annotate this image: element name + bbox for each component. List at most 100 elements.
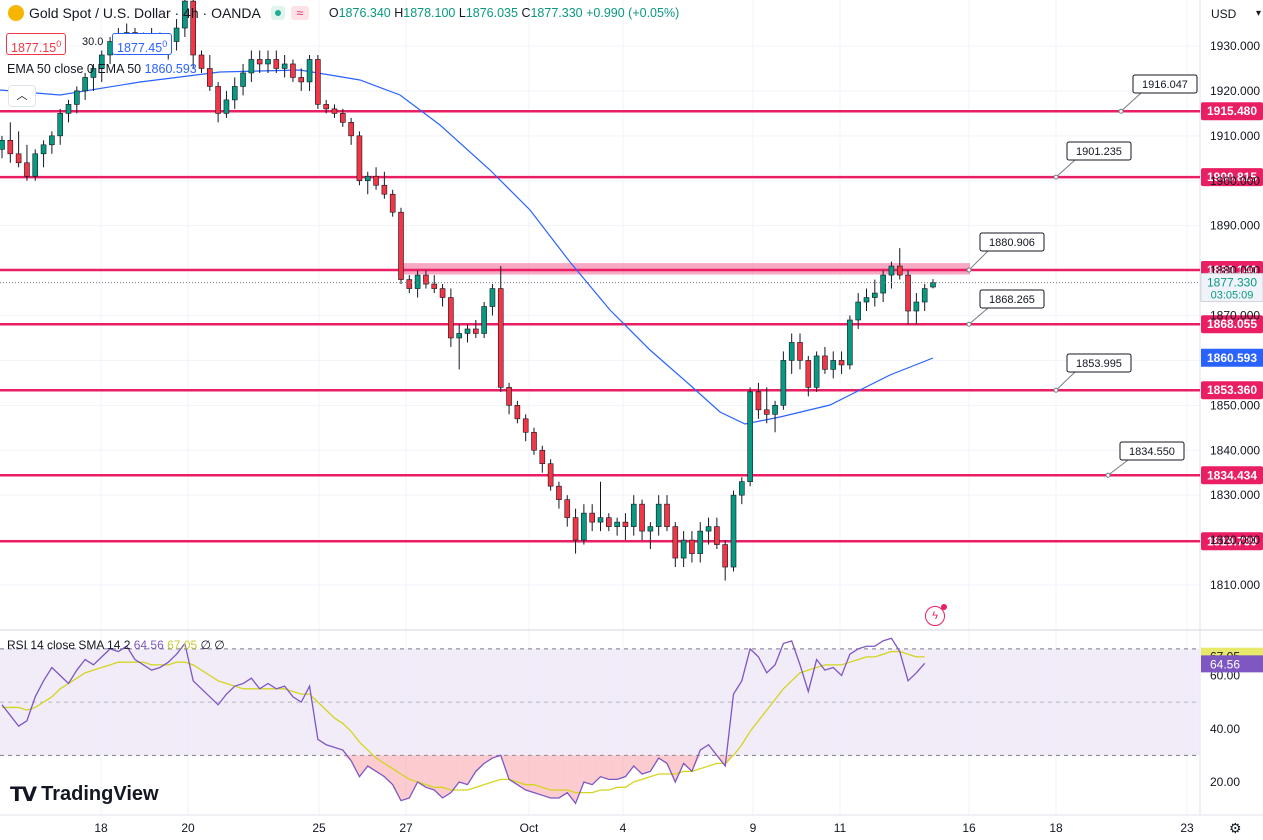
sell-button[interactable]: 1877.150 [6,33,67,56]
candle [473,319,479,338]
rsi-tick-label: 40.00 [1210,722,1240,736]
candle [456,324,462,370]
buy-button[interactable]: 1877.450 [112,33,173,55]
level-price-label: 1853.360 [1207,383,1257,397]
candle-body [65,104,72,114]
candle-body [240,72,246,87]
rsi-oversold-fill [467,755,476,785]
candle-body [805,360,812,388]
candle-body [763,409,770,415]
candle [240,63,246,96]
tradingview-mark-icon: 𝗧𝗩 [10,784,37,806]
candle [689,531,695,563]
candle [556,481,562,509]
time-tick-label: 18 [94,821,108,835]
market-open-icon[interactable] [270,6,285,20]
candle [265,50,271,73]
rsi-oversold-fill [417,755,426,788]
callout-leader [968,307,989,325]
candle-body [223,99,230,114]
candle [589,504,595,532]
price-tick-label: 1890.000 [1210,219,1260,233]
candle-body [880,274,886,294]
candle-body [830,360,837,370]
candle [921,284,928,312]
currency-selector[interactable]: USD ▾ [1205,3,1263,25]
candle [572,508,579,554]
callout-box [1132,74,1198,94]
time-tick-label: 27 [399,821,413,835]
horizontal-levels[interactable]: 1915.4801900.8151880.1401868.0551853.360… [0,102,1263,551]
candle-body [190,0,196,56]
candle-body [547,463,554,487]
rsi-oversold-fill [384,755,393,785]
candle-body [847,319,853,366]
close-label: C [521,6,531,20]
price-tick-label: 1830.000 [1210,488,1260,502]
rsi-oversold-fill [633,755,643,775]
candle [639,499,645,541]
level-price-tag [1201,168,1263,187]
candle [348,117,354,145]
candle-body [589,512,595,523]
candle-body [306,59,313,83]
candle-body [215,86,221,114]
time-axis[interactable]: 18 20 25 27 Oct 4 9 11 16 18 23 [94,821,1194,835]
callout-anchor [1105,472,1111,478]
candle-body [664,503,670,527]
candle [331,104,338,118]
candle-body [705,526,712,532]
rsi-oversold-fill [675,755,684,782]
candle [49,131,55,154]
candle [231,77,238,109]
rsi-sma-line [2,650,925,794]
candle-body [173,27,180,42]
candle [755,382,762,419]
currency-label: USD [1211,7,1237,21]
rsi-oversold-fill [583,755,593,785]
candle-body [57,113,63,137]
price-axis[interactable]: 1810.000 1820.000 1830.000 1840.000 1850.000… [1200,39,1263,789]
time-tick-label: 18 [1049,821,1063,835]
collapse-legend-button[interactable]: ︿ [8,85,36,107]
candle [722,540,728,581]
callout-anchor [966,267,972,273]
ema-legend[interactable]: EMA 50 close 0 EMA 50 1860.593 [7,62,197,76]
candle-body [473,328,479,334]
open-label: O [328,6,339,20]
rsi-oversold-fill [558,755,568,798]
level-callouts[interactable]: 1916.047 1901.235 1880.906 1868.265 1853.995… [966,74,1198,478]
candle [581,504,587,545]
candle [15,131,22,168]
lightning-icon[interactable]: ϟ [925,604,947,626]
rsi-oversold-fill [359,755,368,777]
candle-body [439,288,446,298]
symbol-header[interactable]: Gold Spot / U.S. Dollar · 4h · OANDA ≈ O… [0,0,679,26]
settings-gear-icon[interactable]: ⚙ [1229,820,1242,836]
high-value: 1878.100 [403,6,456,20]
candle-body [930,282,936,288]
candle-body [655,503,662,527]
rsi-legend[interactable]: RSI 14 close SMA 14 2 64.56 67.05 ∅ ∅ [7,638,225,652]
rsi-legend-value: 64.56 [133,638,164,652]
callout-anchor [1053,174,1059,180]
sell-price: 1877.15 [11,41,57,56]
candle [655,495,662,536]
rsi-oversold-fill [608,755,618,780]
level-price-tag [1201,466,1263,485]
candle-body [556,485,562,500]
ema-line [0,69,934,425]
candle-body [356,135,363,182]
callout-box [1119,441,1185,461]
time-tick-label: 4 [620,821,627,835]
candle-body [281,63,288,69]
candle [57,108,63,145]
candle-body [398,211,404,280]
candle-body [913,301,920,312]
callout-leader [968,250,989,271]
symbol-title[interactable]: Gold Spot / U.S. Dollar · 4h · OANDA [29,5,261,21]
candle-body [24,162,30,177]
wave-icon[interactable]: ≈ [290,6,309,20]
rsi-line [1,637,926,805]
